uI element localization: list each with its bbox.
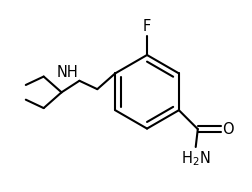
Text: O: O <box>223 122 234 137</box>
Text: F: F <box>143 19 151 34</box>
Text: NH: NH <box>57 65 78 80</box>
Text: H$_2$N: H$_2$N <box>181 149 210 168</box>
